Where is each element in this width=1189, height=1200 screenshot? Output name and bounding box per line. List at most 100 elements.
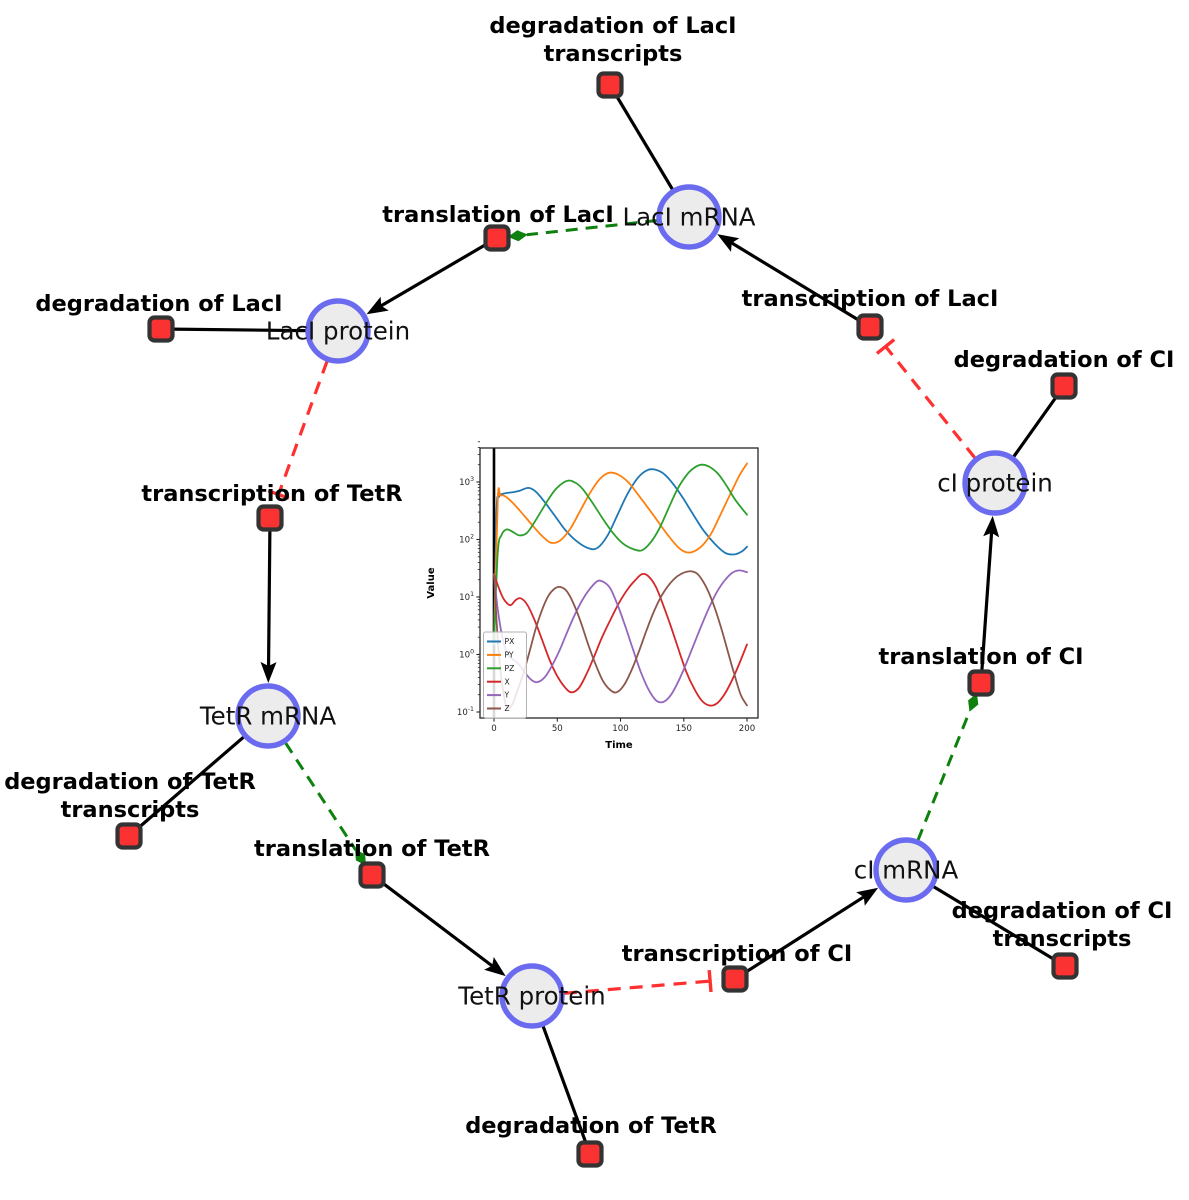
- legend-label-Z: Z: [505, 704, 510, 713]
- edge-inhibition-TetR_protein-transcription_of_CI: [563, 969, 713, 995]
- reaction-label-degradation_of_TetR_transcripts: degradation of TetR transcripts: [4, 769, 256, 823]
- reaction-node-transcription_of_LacI: [856, 313, 884, 341]
- edge-inhibition-LacI_protein-transcription_of_TetR: [267, 360, 329, 500]
- chart-legend: PX PY PZ XYZ: [483, 631, 527, 719]
- reaction-node-degradation_of_TetR_transcripts: [115, 822, 143, 850]
- edge-production-translation_of_CI-cI_protein-line: [979, 527, 994, 684]
- species-label-cI_mRNA: cI mRNA: [854, 856, 959, 885]
- reaction-label-transcription_of_CI: transcription of CI: [622, 941, 852, 967]
- legend-label-PZ: PZ: [505, 664, 515, 673]
- y-axis-title: Value: [426, 567, 437, 598]
- reaction-node-degradation_of_TetR: [576, 1140, 604, 1168]
- x-tick-label: 0: [491, 724, 496, 734]
- reaction-node-transcription_of_CI: [721, 965, 749, 993]
- plot-spines: [479, 447, 759, 719]
- edge-production-translation_of_LacI-LacI_protein-line: [375, 236, 498, 310]
- edge-inhibition-TetR_protein-transcription_of_CI-line: [563, 979, 711, 995]
- labels-layer: degradation of LacI transcripts translatio…: [4, 13, 1174, 1139]
- legend-box: [483, 631, 527, 719]
- edge-modifier-LacI_mRNA-translation_of_LacI: [507, 219, 658, 242]
- legend-label-X: X: [505, 677, 510, 686]
- y-tick-label: 101: [459, 591, 474, 603]
- species-label-TetR_protein: TetR protein: [457, 982, 605, 1011]
- reaction-node-transcription_of_TetR: [256, 504, 284, 532]
- reaction-label-degradation_of_LacI_transcripts: degradation of LacI transcripts: [489, 13, 736, 67]
- legend-label-Y: Y: [504, 691, 510, 700]
- arrowhead-icon: [484, 957, 506, 977]
- tee-inhibitor-icon: [875, 338, 896, 355]
- edges-layer: [127, 84, 1066, 1155]
- edge-production-transcription_of_CI-cI_mRNA-line: [734, 892, 869, 981]
- diamond-modifier-icon: [355, 849, 366, 866]
- chart-line-X: [493, 572, 748, 707]
- y-tick-label: 100: [459, 649, 474, 661]
- reaction-label-translation_of_TetR: translation of TetR: [254, 836, 490, 862]
- edge-production-translation_of_CI-cI_protein: [979, 515, 1000, 684]
- edge-production-transcription_of_TetR-TetR_mRNA: [260, 517, 277, 683]
- edge-inhibition-LacI_protein-transcription_of_TetR-line: [276, 360, 329, 496]
- species-node-LacI_mRNA: [656, 184, 722, 250]
- reaction-node-translation_of_TetR: [358, 861, 386, 889]
- arrowhead-icon: [366, 296, 389, 315]
- edge-production-transcription_of_LacI-LacI_mRNA-line: [726, 239, 871, 329]
- species-node-TetR_protein: [499, 963, 565, 1029]
- species-label-LacI_protein: LacI protein: [266, 317, 410, 346]
- reaction-node-translation_of_CI: [967, 669, 995, 697]
- reaction-node-translation_of_LacI: [483, 224, 511, 252]
- x-tick-label: 200: [739, 724, 755, 734]
- y-tick-label: 103: [459, 476, 474, 488]
- edge-modifier-TetR_mRNA-translation_of_TetR-line: [284, 741, 357, 851]
- legend-label-PY: PY: [505, 651, 514, 660]
- species-node-cI_protein: [962, 450, 1028, 516]
- species-node-cI_mRNA: [873, 837, 939, 903]
- diamond-modifier-icon: [507, 230, 528, 242]
- x-tick-label: 50: [552, 724, 563, 734]
- y-tick-label: 102: [459, 534, 474, 546]
- arrowhead-icon: [983, 515, 1000, 538]
- edge-production-translation_of_TetR-TetR_protein-line: [371, 873, 498, 971]
- reaction-node-degradation_of_LacI_transcripts: [596, 71, 624, 99]
- species-nodes-layer: [235, 184, 1028, 1029]
- chart-line-PY: [493, 462, 748, 646]
- reaction-node-degradation_of_LacI: [147, 315, 175, 343]
- reaction-label-translation_of_LacI: translation of LacI: [382, 202, 613, 228]
- edge-production-translation_of_LacI-LacI_protein: [366, 236, 498, 315]
- edge-production-transcription_of_LacI-LacI_mRNA: [717, 234, 871, 329]
- edge-modifier-TetR_mRNA-translation_of_TetR: [284, 741, 366, 866]
- species-label-cI_protein: cI protein: [937, 469, 1053, 498]
- edge-modifier-cI_mRNA-translation_of_CI-line: [916, 710, 972, 841]
- y-tick-label: 10-1: [457, 706, 474, 718]
- edge-inhibition-cI_protein-transcription_of_LacI-line: [884, 345, 977, 460]
- reaction-label-degradation_of_TetR: degradation of TetR: [465, 1113, 717, 1139]
- reaction-label-degradation_of_LacI: degradation of LacI: [35, 291, 282, 317]
- tee-inhibitor-icon: [707, 969, 713, 993]
- inset-chart: 0 50 100 150 20010-1100101102103TimeValuePXP…: [426, 441, 759, 751]
- legend-label-PX: PX: [505, 637, 515, 646]
- reaction-nodes-layer: [115, 71, 1079, 1168]
- species-label-LacI_mRNA: LacI mRNA: [622, 203, 755, 232]
- species-node-TetR_mRNA: [235, 683, 301, 749]
- reaction-label-degradation_of_CI_transcripts: degradation of CI transcripts: [952, 898, 1173, 952]
- species-label-TetR_mRNA: TetR mRNA: [199, 702, 337, 731]
- chart-line-PZ: [493, 463, 748, 646]
- edge-inhibition-cI_protein-transcription_of_LacI: [875, 338, 977, 460]
- x-tick-label: 100: [612, 724, 628, 734]
- reaction-label-degradation_of_CI: degradation of CI: [954, 347, 1175, 373]
- arrowhead-icon: [260, 661, 277, 683]
- edge-modifier-cI_mRNA-translation_of_CI: [916, 693, 979, 841]
- tee-inhibitor-icon: [267, 489, 290, 500]
- edge-production-transcription_of_TetR-TetR_mRNA-line: [266, 517, 272, 672]
- edge-modifier-LacI_mRNA-translation_of_LacI-line: [526, 219, 658, 237]
- reaction-label-translation_of_CI: translation of CI: [878, 644, 1083, 670]
- diamond-modifier-icon: [968, 693, 979, 712]
- arrowhead-icon: [856, 887, 879, 906]
- x-axis-title: Time: [605, 740, 633, 751]
- reaction-label-transcription_of_TetR: transcription of TetR: [141, 481, 402, 507]
- edge-production-translation_of_TetR-TetR_protein: [371, 873, 506, 977]
- reaction-label-transcription_of_LacI: transcription of LacI: [742, 286, 999, 312]
- arrowhead-icon: [717, 234, 740, 252]
- x-tick-label: 150: [676, 724, 692, 734]
- reaction-node-degradation_of_CI: [1050, 372, 1078, 400]
